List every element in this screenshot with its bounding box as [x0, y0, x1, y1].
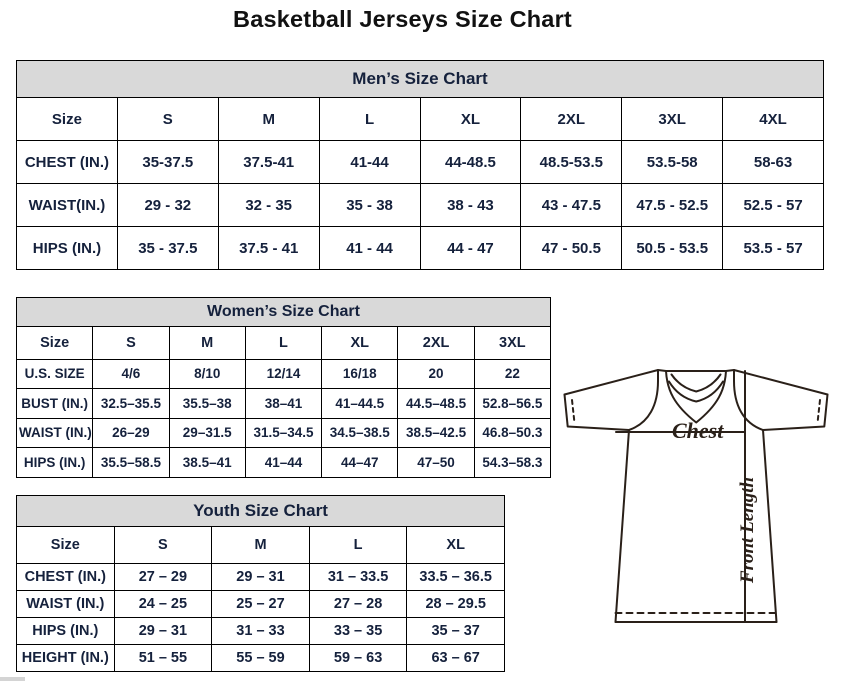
svg-text:Chest: Chest	[672, 418, 724, 443]
svg-text:Front Length: Front Length	[737, 477, 758, 584]
